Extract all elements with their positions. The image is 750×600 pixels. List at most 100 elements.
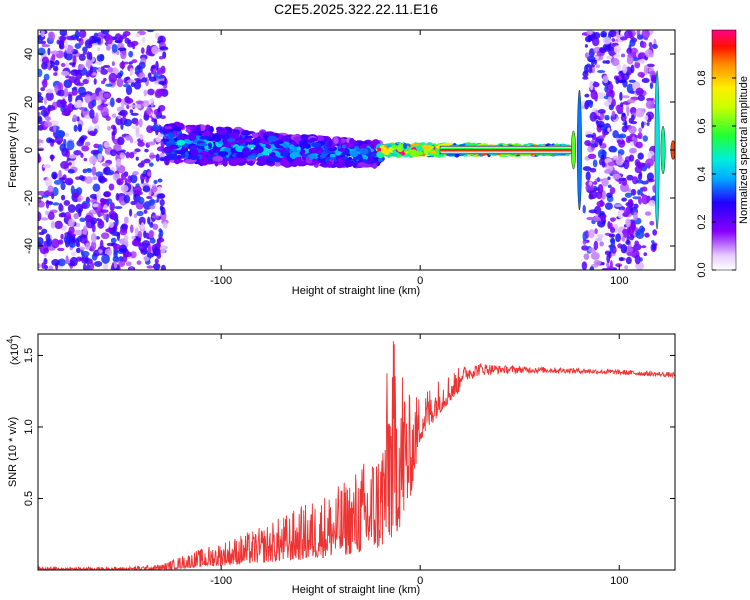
noise-blob (84, 176, 93, 184)
noise-blob (585, 171, 591, 181)
noise-blob (606, 253, 611, 264)
noise-blob (120, 122, 124, 130)
noise-blob (604, 168, 612, 175)
noise-blob (602, 43, 611, 52)
noise-blob (146, 125, 154, 134)
noise-blob (149, 198, 155, 206)
signal-blob (342, 156, 348, 160)
noise-blob (89, 108, 95, 119)
noise-blob (85, 72, 91, 78)
noise-blob (640, 121, 645, 129)
colorbar-tick-label: 0.2 (696, 214, 708, 229)
noise-blob (108, 221, 114, 228)
signal-blob (247, 144, 257, 149)
noise-blob (637, 196, 642, 204)
noise-blob (156, 146, 165, 152)
signal-blob (403, 142, 408, 150)
noise-blob (59, 30, 68, 37)
noise-blob (131, 235, 136, 240)
noise-blob (157, 178, 163, 183)
noise-blob (624, 192, 632, 198)
noise-blob (633, 203, 639, 209)
signal-blob (235, 154, 247, 159)
noise-blob (89, 155, 98, 165)
colorbar-label: Normalized spectral amplitude (738, 76, 750, 224)
noise-blob (140, 222, 145, 231)
noise-blob (86, 263, 91, 270)
noise-blob (155, 136, 162, 143)
noise-blob (40, 87, 45, 92)
signal-blob (380, 146, 388, 154)
x-tick-label: -100 (210, 575, 232, 587)
signal-blob (164, 155, 169, 160)
colorbar-tick-label: 0.4 (696, 166, 708, 181)
noise-blob (641, 194, 649, 205)
signal-blob (326, 161, 333, 168)
noise-blob (649, 220, 655, 226)
noise-blob (129, 224, 134, 233)
noise-blob (586, 216, 595, 221)
noise-blob (132, 43, 136, 50)
noise-blob (50, 139, 56, 144)
noise-blob (596, 92, 606, 100)
noise-blob (79, 136, 86, 142)
noise-blob (145, 232, 150, 240)
noise-blob (618, 133, 627, 139)
noise-blob (72, 114, 78, 123)
signal-blob (293, 136, 302, 143)
noise-blob (107, 125, 111, 131)
noise-blob (604, 114, 610, 120)
noise-blob (130, 174, 138, 184)
noise-blob (58, 177, 66, 181)
noise-blob (644, 211, 652, 216)
signal-blob (370, 152, 377, 157)
signal-blob (189, 155, 200, 160)
signal-blob (309, 137, 317, 142)
signal-blob (248, 160, 254, 166)
noise-blob (73, 229, 83, 236)
noise-blob (57, 247, 65, 252)
noise-blob (639, 58, 645, 64)
noise-blob (142, 101, 150, 107)
noise-blob (586, 30, 593, 36)
noise-blob (91, 43, 99, 47)
noise-blob (128, 50, 134, 58)
noise-blob (627, 226, 635, 236)
signal-blob (251, 132, 259, 139)
signal-blob (334, 162, 346, 167)
noise-blob (38, 115, 43, 125)
noise-blob (605, 59, 611, 64)
noise-blob (152, 124, 159, 131)
noise-blob (52, 65, 59, 72)
noise-blob (112, 125, 117, 136)
signal-blob (195, 125, 201, 133)
noise-blob (63, 199, 71, 206)
snr-multiplier-base: (x10 (9, 344, 21, 365)
signal-blob (190, 124, 197, 129)
noise-blob (621, 236, 626, 242)
noise-blob (588, 247, 597, 253)
noise-blob (140, 160, 146, 166)
noise-blob (88, 130, 96, 136)
noise-blob (147, 171, 152, 177)
noise-blob (95, 112, 99, 122)
noise-blob (105, 228, 114, 233)
noise-blob (53, 179, 62, 185)
spectrogram-region-0 (38, 30, 169, 270)
signal-blob (409, 149, 418, 157)
noise-blob (629, 38, 636, 47)
signal-blob (337, 147, 346, 152)
noise-blob (120, 184, 129, 193)
x-tick-label: 0 (417, 275, 423, 287)
signal-blob (328, 139, 333, 147)
signal-blob (277, 140, 284, 144)
noise-blob (642, 135, 648, 142)
noise-blob (75, 71, 83, 80)
noise-blob (117, 115, 122, 120)
noise-blob (79, 217, 86, 222)
noise-blob (90, 233, 97, 243)
noise-blob (54, 220, 63, 230)
noise-blob (45, 91, 54, 102)
noise-blob (99, 239, 104, 250)
y-tick-label: 1.0 (23, 419, 35, 434)
